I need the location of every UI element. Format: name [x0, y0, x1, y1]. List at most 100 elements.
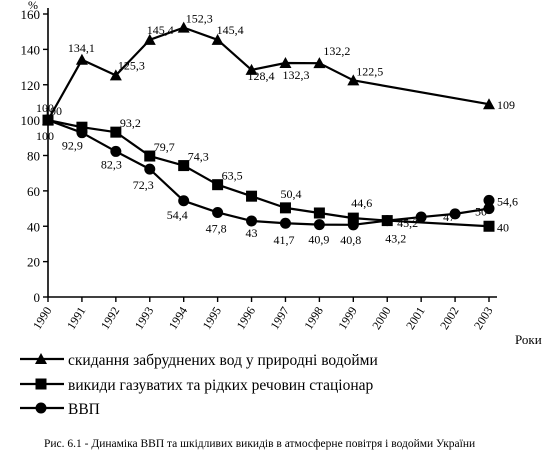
y-tick-label: 40 [27, 219, 40, 234]
gdp-legend-marker [35, 402, 47, 414]
emissions-data-label: 74,3 [188, 150, 209, 164]
y-tick-label: 0 [34, 290, 41, 305]
emissions-point [110, 126, 122, 138]
gdp-point [144, 163, 156, 175]
gdp-point [110, 145, 122, 157]
emissions-data-label: 93,2 [120, 116, 141, 130]
x-tick-label: 1991 [64, 304, 89, 332]
x-tick-label: 1990 [30, 304, 55, 332]
discharge-point [143, 33, 156, 45]
emissions-data-label: 40 [497, 220, 509, 234]
gdp-point [212, 206, 224, 218]
emissions-point [144, 150, 156, 162]
gdp-data-label: 47 [443, 210, 455, 224]
gdp-data-label: 43 [246, 226, 258, 240]
emissions-point [178, 160, 190, 172]
discharge-data-label: 132,3 [282, 68, 309, 82]
y-tick-label: 100 [21, 113, 41, 128]
gdp-data-label: 40,8 [340, 233, 361, 247]
emissions-point [279, 202, 291, 214]
discharge-point [483, 98, 495, 110]
emissions-data-label: 44,6 [351, 196, 372, 210]
discharge-legend-marker [35, 353, 47, 364]
gdp-point [449, 208, 461, 220]
emissions-legend-label: викиди газуватих та рідких речовин стаці… [68, 377, 373, 394]
emissions-point [246, 190, 258, 202]
x-tick-label: 2001 [403, 304, 428, 332]
discharge-point [75, 53, 88, 65]
y-tick-label: 120 [21, 78, 41, 93]
discharge-point [245, 63, 258, 75]
discharge-point [211, 33, 224, 45]
y-tick-label: 80 [27, 149, 40, 164]
x-tick-label: 2003 [471, 304, 496, 332]
gdp-point [415, 211, 427, 223]
x-axis-label: Роки [515, 332, 542, 347]
gdp-data-label: 45,2 [397, 216, 418, 230]
discharge-point [347, 74, 360, 86]
discharge-data-label: 125,3 [118, 58, 145, 72]
discharge-data-label: 132,2 [323, 44, 350, 58]
chart-legend: скидання забруднених вод у природні водо… [20, 352, 378, 418]
chart-data-labels: 100 134,1 125,3 145,4 152,3 145,4 128,4 132,3 13… [36, 12, 518, 248]
emissions-point [212, 179, 224, 191]
y-tick-label: 20 [27, 255, 40, 270]
y-tick-label: 160 [21, 7, 41, 22]
gdp-data-label: 41,7 [273, 233, 294, 247]
discharge-point [177, 21, 190, 33]
gdp-legend-label: ВВП [68, 401, 100, 418]
gdp-data-label: 72,3 [133, 178, 154, 192]
emissions-data-label: 50,4 [280, 187, 301, 201]
discharge-data-label: 145,4 [217, 23, 244, 37]
emissions-point [347, 212, 359, 224]
figure-caption: Рис. 6.1 - Динаміка ВВП та шкідливих вик… [44, 438, 476, 450]
x-tick-label: 1999 [335, 304, 360, 332]
emissions-legend-marker [35, 378, 47, 390]
emissions-point [483, 220, 495, 232]
discharge-data-label: 134,1 [68, 41, 95, 55]
x-tick-label: 1992 [98, 304, 123, 332]
gdp-data-label: 50 [475, 205, 487, 219]
x-tick-label: 2000 [369, 304, 394, 332]
discharge-data-label: 109 [497, 98, 515, 112]
x-tick-label: 2002 [437, 304, 462, 332]
discharge-point [279, 56, 292, 68]
gdp-point [178, 195, 190, 207]
x-tick-label: 1997 [267, 304, 292, 332]
gdp-data-label: 100 [36, 129, 54, 143]
x-tick-label: 1993 [132, 304, 157, 332]
discharge-point [313, 57, 326, 69]
gdp-data-label: 47,8 [206, 221, 227, 235]
gdp-data-label: 54,4 [167, 208, 188, 222]
gdp-point [347, 219, 359, 231]
discharge-point [109, 69, 122, 81]
discharge-legend-label: скидання забруднених вод у природні водо… [68, 352, 378, 369]
y-tick-label: 140 [21, 42, 41, 57]
x-tick-label: 1998 [301, 304, 326, 332]
emissions-data-label: 79,7 [154, 140, 175, 154]
emissions-series-line [47, 119, 490, 228]
gdp-point [279, 217, 291, 229]
emissions-data-label: 100 [44, 104, 62, 118]
discharge-data-label: 145,4 [147, 23, 174, 37]
discharge-data-label: 122,5 [356, 64, 383, 78]
discharge-data-label: 128,4 [248, 69, 275, 83]
gdp-point [313, 219, 325, 231]
emissions-data-label: 43,2 [385, 232, 406, 246]
y-tick-label: 60 [27, 184, 40, 199]
gdp-data-label: 40,9 [308, 233, 329, 247]
emissions-point [313, 207, 325, 219]
gdp-point [42, 114, 54, 126]
gdp-point [483, 194, 495, 206]
discharge-data-label: 152,3 [186, 12, 213, 26]
x-tick-label: 1996 [233, 304, 258, 332]
gdp-data-label: 54,6 [497, 194, 518, 208]
discharge-data-label: 100 [36, 101, 54, 115]
y-axis-unit: % [28, 0, 38, 12]
gdp-point [483, 203, 495, 215]
chart-series [42, 21, 495, 232]
emissions-data-label: 63,5 [222, 169, 243, 183]
gdp-point [381, 215, 393, 227]
